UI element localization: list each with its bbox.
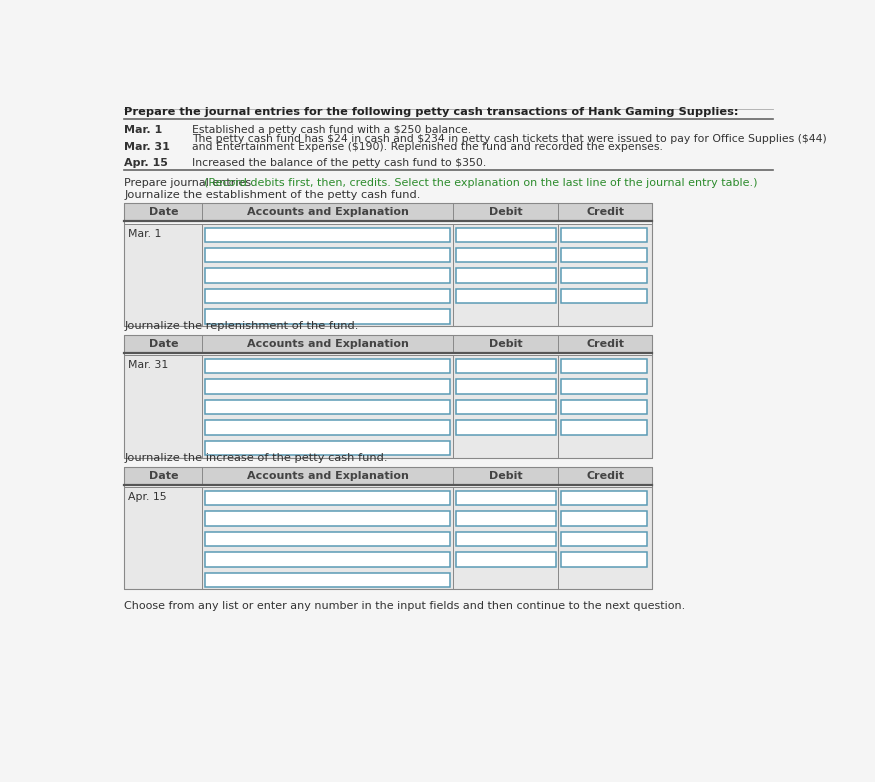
Text: Debit: Debit (489, 471, 522, 481)
Bar (205, 490, 451, 505)
Text: Date: Date (149, 339, 178, 349)
Text: Credit: Credit (586, 339, 624, 349)
Text: and Entertainment Expense ($190). Replenished the fund and recorded the expenses: and Entertainment Expense ($190). Replen… (192, 142, 663, 152)
Bar (205, 268, 451, 283)
Text: Mar. 1: Mar. 1 (129, 229, 162, 239)
Bar (124, 335, 652, 353)
Bar (561, 289, 648, 303)
Bar (456, 532, 556, 546)
Text: Credit: Credit (586, 207, 624, 217)
Text: Mar. 1: Mar. 1 (124, 125, 163, 135)
Bar (561, 228, 648, 242)
Bar (205, 552, 451, 566)
Bar (124, 335, 652, 457)
Bar (456, 289, 556, 303)
Text: Prepare the journal entries for the following petty cash transactions of Hank Ga: Prepare the journal entries for the foll… (124, 107, 738, 117)
Bar (124, 355, 652, 457)
Bar (124, 467, 652, 485)
Text: Accounts and Explanation: Accounts and Explanation (247, 471, 409, 481)
Bar (205, 441, 451, 455)
Bar (561, 420, 648, 435)
Bar (456, 490, 556, 505)
Bar (456, 552, 556, 566)
Bar (205, 532, 451, 546)
Bar (205, 289, 451, 303)
Text: Journalize the establishment of the petty cash fund.: Journalize the establishment of the pett… (124, 190, 421, 200)
Text: Debit: Debit (489, 339, 522, 349)
Text: Mar. 31: Mar. 31 (124, 142, 170, 152)
Text: Mar. 31: Mar. 31 (129, 361, 169, 371)
Bar (205, 400, 451, 414)
Bar (205, 310, 451, 324)
Bar (205, 248, 451, 263)
Bar (124, 203, 652, 326)
Text: Date: Date (149, 207, 178, 217)
Text: Journalize the increase of the petty cash fund.: Journalize the increase of the petty cas… (124, 454, 388, 463)
Bar (205, 511, 451, 526)
Bar (205, 359, 451, 373)
Text: Debit: Debit (489, 207, 522, 217)
Text: Journalize the replenishment of the fund.: Journalize the replenishment of the fund… (124, 321, 359, 332)
Bar (205, 379, 451, 393)
Bar (456, 379, 556, 393)
Bar (456, 248, 556, 263)
Bar (124, 467, 652, 590)
Bar (124, 224, 652, 326)
Bar (456, 511, 556, 526)
Bar (456, 400, 556, 414)
Bar (561, 552, 648, 566)
Bar (205, 572, 451, 587)
Bar (561, 268, 648, 283)
Bar (205, 420, 451, 435)
Text: Accounts and Explanation: Accounts and Explanation (247, 339, 409, 349)
Bar (561, 532, 648, 546)
Bar (456, 359, 556, 373)
Text: The petty cash fund has $24 in cash and $234 in petty cash tickets that were iss: The petty cash fund has $24 in cash and … (192, 135, 827, 144)
Bar (124, 487, 652, 590)
Text: Prepare journal entries.: Prepare journal entries. (124, 178, 258, 188)
Bar (561, 359, 648, 373)
Bar (456, 420, 556, 435)
Text: Apr. 15: Apr. 15 (124, 158, 168, 168)
Text: Choose from any list or enter any number in the input fields and then continue t: Choose from any list or enter any number… (124, 601, 685, 612)
Bar (456, 228, 556, 242)
Text: Date: Date (149, 471, 178, 481)
Text: Credit: Credit (586, 471, 624, 481)
Text: Established a petty cash fund with a $250 balance.: Established a petty cash fund with a $25… (192, 125, 472, 135)
Bar (561, 511, 648, 526)
Bar (205, 228, 451, 242)
Text: Apr. 15: Apr. 15 (129, 493, 167, 502)
Bar (561, 400, 648, 414)
Bar (561, 490, 648, 505)
Bar (561, 248, 648, 263)
Text: Accounts and Explanation: Accounts and Explanation (247, 207, 409, 217)
Bar (561, 379, 648, 393)
Text: Increased the balance of the petty cash fund to $350.: Increased the balance of the petty cash … (192, 158, 487, 168)
Text: (Record debits first, then, credits. Select the explanation on the last line of : (Record debits first, then, credits. Sel… (205, 178, 758, 188)
Bar (456, 268, 556, 283)
Bar (124, 203, 652, 221)
